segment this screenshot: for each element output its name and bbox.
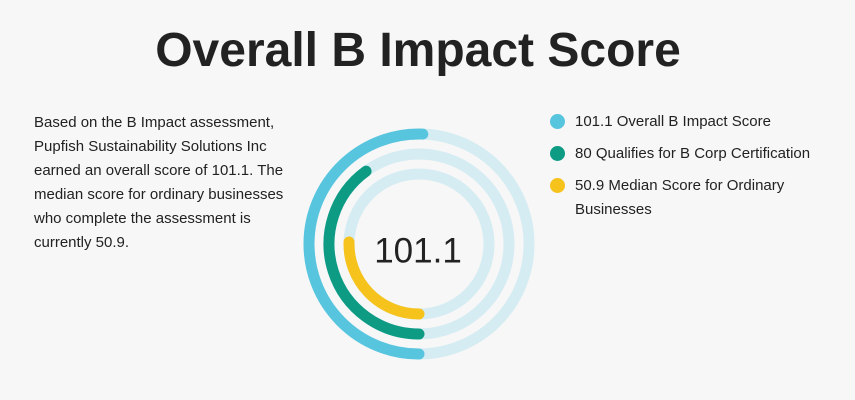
legend-item-overall: 101.1 Overall B Impact Score bbox=[550, 110, 840, 134]
radial-score-chart: 101.1 bbox=[300, 125, 538, 363]
legend-dot-icon bbox=[550, 178, 565, 193]
score-description: Based on the B Impact assessment, Pupfis… bbox=[34, 114, 284, 251]
legend-label: 80 Qualifies for B Corp Certification bbox=[575, 145, 811, 162]
legend-item-median: 50.9 Median Score for Ordinary Businesse… bbox=[550, 174, 840, 222]
legend-item-certification: 80 Qualifies for B Corp Certification bbox=[550, 142, 840, 166]
legend-dot-icon bbox=[550, 114, 565, 129]
legend-dot-icon bbox=[550, 146, 565, 161]
ring-arc-median bbox=[343, 236, 425, 320]
radial-chart-svg: 101.1 bbox=[303, 128, 535, 360]
chart-legend: 101.1 Overall B Impact Score 80 Qualifie… bbox=[550, 110, 840, 230]
legend-label: 50.9 Median Score for Ordinary Businesse… bbox=[575, 177, 785, 218]
ring-arc-certification bbox=[323, 165, 425, 340]
page-title: Overall B Impact Score bbox=[155, 24, 681, 77]
center-score-value: 101.1 bbox=[374, 231, 462, 270]
ring-arc-overall bbox=[303, 128, 429, 360]
legend-label: 101.1 Overall B Impact Score bbox=[575, 113, 771, 130]
